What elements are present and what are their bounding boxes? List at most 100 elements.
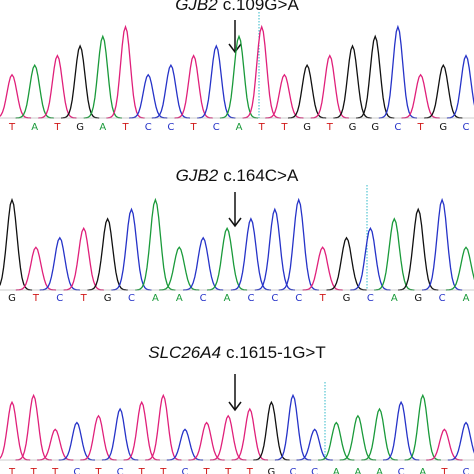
base-call: T: [440, 467, 448, 474]
base-call: A: [99, 122, 106, 133]
trace-peak: [421, 197, 463, 291]
base-call: C: [295, 293, 302, 304]
variant: c.164C>A: [223, 166, 299, 185]
base-call: C: [117, 467, 124, 474]
base-call: T: [32, 293, 40, 304]
trace-peak: [231, 407, 269, 461]
trace-peak: [37, 428, 74, 461]
trace-peak: [166, 428, 204, 461]
trace-peak: [318, 421, 355, 461]
base-call: C: [439, 293, 446, 304]
base-call: C: [167, 122, 174, 133]
base-call: A: [236, 122, 243, 133]
base-call: C: [145, 122, 152, 133]
base-call: T: [246, 467, 254, 474]
trace-peak: [219, 34, 259, 119]
trace-peak: [151, 63, 191, 119]
trace-peak: [60, 44, 100, 119]
base-call: T: [80, 293, 88, 304]
trace-peak: [339, 414, 377, 461]
trace-peak: [87, 217, 128, 291]
trace-peak: [287, 63, 327, 119]
trace-peak: [350, 226, 391, 291]
trace-peak: [0, 400, 31, 461]
trace-peak: [361, 407, 398, 461]
variant: c.109G>A: [223, 0, 300, 14]
base-call: C: [181, 467, 188, 474]
chromatogram-panel: GJB2 c.109G>A T A T G A T C C T C A T T G T G G C T G C: [0, 0, 474, 133]
trace-peak: [174, 54, 213, 119]
trace-peak: [15, 393, 52, 461]
trace-peak: [356, 34, 395, 119]
trace-peak: [374, 217, 415, 291]
base-call: G: [104, 293, 112, 304]
trace-peak: [39, 236, 80, 291]
base-call: C: [311, 467, 318, 474]
base-call: C: [394, 122, 401, 133]
arrow-head: [228, 217, 242, 228]
base-call: G: [303, 122, 311, 133]
trace-peak: [123, 400, 160, 461]
trace-peak: [129, 73, 168, 119]
base-call: C: [247, 293, 254, 304]
base-call: T: [53, 122, 61, 133]
base-call: A: [391, 293, 398, 304]
trace-peak: [106, 24, 145, 119]
base-call: T: [258, 122, 266, 133]
base-call: G: [343, 293, 351, 304]
chromatogram-panel: SLC26A4 c.1615-1G>T T T T C T C T T C T T T G C C A A A C A T C: [0, 343, 474, 474]
base-call: C: [398, 467, 405, 474]
base-call: T: [203, 467, 211, 474]
base-call: T: [138, 467, 146, 474]
base-call: T: [326, 122, 334, 133]
trace-peak: [83, 34, 122, 119]
base-call: T: [224, 467, 232, 474]
trace-peak: [197, 44, 236, 119]
trace-peak: [135, 197, 176, 291]
trace-peak: [63, 226, 104, 291]
trace-peak: [206, 226, 248, 291]
base-call: G: [76, 122, 84, 133]
trace-peak: [446, 54, 474, 119]
gene-name: SLC26A4: [148, 343, 221, 362]
base-call: A: [152, 293, 159, 304]
arrow-head: [228, 401, 242, 412]
trace-peak: [15, 63, 54, 119]
trace-peak: [447, 421, 474, 461]
base-call: C: [290, 467, 297, 474]
trace-peak: [265, 73, 304, 119]
trace-peak: [445, 246, 474, 291]
base-call: C: [213, 122, 220, 133]
base-call: T: [94, 467, 102, 474]
trace-peak: [15, 246, 57, 291]
trace-peak: [296, 428, 333, 461]
trace-peak: [38, 54, 77, 119]
base-call: T: [190, 122, 198, 133]
base-call: A: [333, 467, 340, 474]
base-call: T: [121, 122, 129, 133]
base-call: A: [224, 293, 231, 304]
trace-peak: [302, 246, 343, 291]
trace-peak: [111, 207, 152, 291]
trace-peak: [145, 393, 182, 461]
gene-name: GJB2: [176, 166, 219, 185]
trace-peak: [209, 414, 247, 461]
base-call: T: [8, 122, 16, 133]
base-call: C: [56, 293, 63, 304]
base-call: T: [30, 467, 38, 474]
base-call: T: [51, 467, 59, 474]
trace-peak: [242, 24, 281, 119]
trace-peak: [333, 44, 372, 119]
base-call: T: [319, 293, 327, 304]
panel-title: SLC26A4 c.1615-1G>T: [148, 343, 325, 362]
panel-title: GJB2 c.109G>A: [175, 0, 299, 14]
gene-name: GJB2: [175, 0, 218, 14]
base-call: A: [176, 293, 183, 304]
chromatogram-panel: GJB2 c.164C>A G T C T G C A A C A C C C T G C A G C A: [0, 166, 474, 304]
base-call: A: [463, 293, 470, 304]
base-call: C: [271, 293, 278, 304]
base-call: T: [159, 467, 167, 474]
trace-peak: [382, 400, 420, 461]
base-call: G: [8, 293, 16, 304]
trace-peak: [310, 54, 349, 119]
